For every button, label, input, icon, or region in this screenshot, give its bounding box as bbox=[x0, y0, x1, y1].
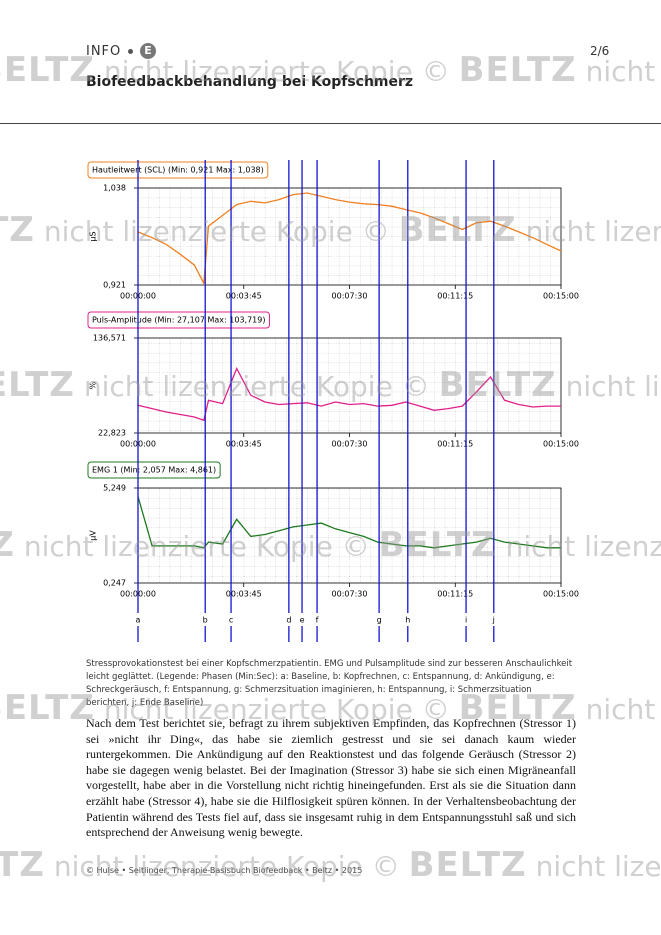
phase-label-bg bbox=[201, 613, 210, 626]
phase-label-bg bbox=[489, 613, 498, 626]
charts: 0,9211,03800:00:0000:03:4500:07:3000:11:… bbox=[87, 160, 579, 642]
dot bbox=[128, 49, 133, 54]
y-axis-label: % bbox=[89, 381, 98, 389]
plot-area bbox=[137, 337, 562, 434]
phase-label-bg bbox=[227, 613, 236, 626]
phase-label-bg bbox=[313, 613, 322, 626]
y-tick-label: 5,249 bbox=[103, 484, 126, 493]
page-number: 2/6 bbox=[590, 44, 610, 58]
x-tick-label: 00:03:45 bbox=[226, 440, 262, 449]
phase-label-bg bbox=[134, 613, 142, 626]
phase-label: d bbox=[286, 616, 291, 625]
x-tick-label: 00:03:45 bbox=[226, 590, 262, 599]
legend-title: Hautleitwert (SCL) (Min: 0,921 Max: 1,03… bbox=[92, 166, 264, 175]
plot-area bbox=[137, 187, 562, 286]
watermark-brand: BELTZ bbox=[0, 845, 45, 885]
phase-label: i bbox=[465, 616, 467, 625]
x-tick-label: 00:03:45 bbox=[226, 292, 262, 301]
watermark-copyright: © bbox=[371, 850, 400, 883]
legend-box bbox=[87, 461, 221, 479]
x-tick-label: 00:07:30 bbox=[332, 590, 368, 599]
phase-label-bg bbox=[375, 613, 384, 626]
y-axis-label: µS bbox=[89, 231, 98, 241]
badge: E bbox=[140, 43, 156, 59]
y-tick-label: 0,247 bbox=[103, 579, 126, 588]
legend-box bbox=[87, 311, 270, 329]
phase-label: e bbox=[300, 616, 305, 625]
phase-label: c bbox=[229, 616, 233, 625]
watermark-text: nicht lizenzierte Kopie bbox=[585, 693, 661, 726]
y-tick-label: 1,038 bbox=[103, 184, 126, 193]
y-tick-label: 136,571 bbox=[93, 334, 126, 343]
y-tick-label: 22,823 bbox=[98, 429, 126, 438]
x-tick-label: 00:11:15 bbox=[437, 440, 473, 449]
y-tick-label: 0,921 bbox=[103, 281, 126, 290]
x-tick-label: 00:15:00 bbox=[543, 440, 579, 449]
x-tick-label: 00:15:00 bbox=[543, 292, 579, 301]
phase-label-bg bbox=[403, 613, 412, 626]
phase-label-bg bbox=[298, 613, 307, 626]
body-text: Nach dem Test berichtet sie, befragt zu … bbox=[86, 716, 576, 840]
x-tick-label: 00:07:30 bbox=[332, 440, 368, 449]
footer: © Hulse • Seitlinger, Therapie-Basisbuch… bbox=[86, 866, 363, 875]
info-label: INFO bbox=[86, 44, 122, 59]
phase-label: j bbox=[492, 616, 495, 625]
y-axis-label: µV bbox=[89, 530, 98, 541]
x-tick-label: 00:15:00 bbox=[543, 590, 579, 599]
phase-label-bg bbox=[284, 613, 293, 626]
watermark-brand: BELTZ bbox=[408, 845, 527, 885]
phase-label: g bbox=[377, 616, 382, 625]
legend-title: Puls-Amplitude (Min: 27,107 Max: 103,719… bbox=[92, 316, 265, 325]
x-tick-label: 00:11:15 bbox=[437, 590, 473, 599]
header-title: Biofeedbackbehandlung bei Kopfschmerz bbox=[86, 74, 414, 90]
x-tick-label: 00:07:30 bbox=[332, 292, 368, 301]
legend-box bbox=[87, 161, 269, 179]
phase-label: h bbox=[405, 616, 410, 625]
phase-label: a bbox=[136, 616, 141, 625]
caption: Stressprovokationstest bei einer Kopfsch… bbox=[86, 659, 573, 708]
phase-label: f bbox=[316, 616, 319, 625]
phase-label: b bbox=[203, 616, 208, 625]
phase-label-bg bbox=[462, 613, 471, 626]
x-tick-label: 00:11:15 bbox=[437, 292, 473, 301]
legend-title: EMG 1 (Min: 2,057 Max: 4,861) bbox=[92, 466, 216, 475]
watermark-brand: BELTZ bbox=[0, 688, 95, 728]
plot-area bbox=[137, 487, 562, 584]
watermark-text: nicht lizenzierte Kopie bbox=[535, 850, 661, 883]
watermark-row: © BELTZ nicht lizenzierte Kopie © BELTZ … bbox=[0, 845, 661, 885]
header-rule bbox=[0, 123, 661, 124]
